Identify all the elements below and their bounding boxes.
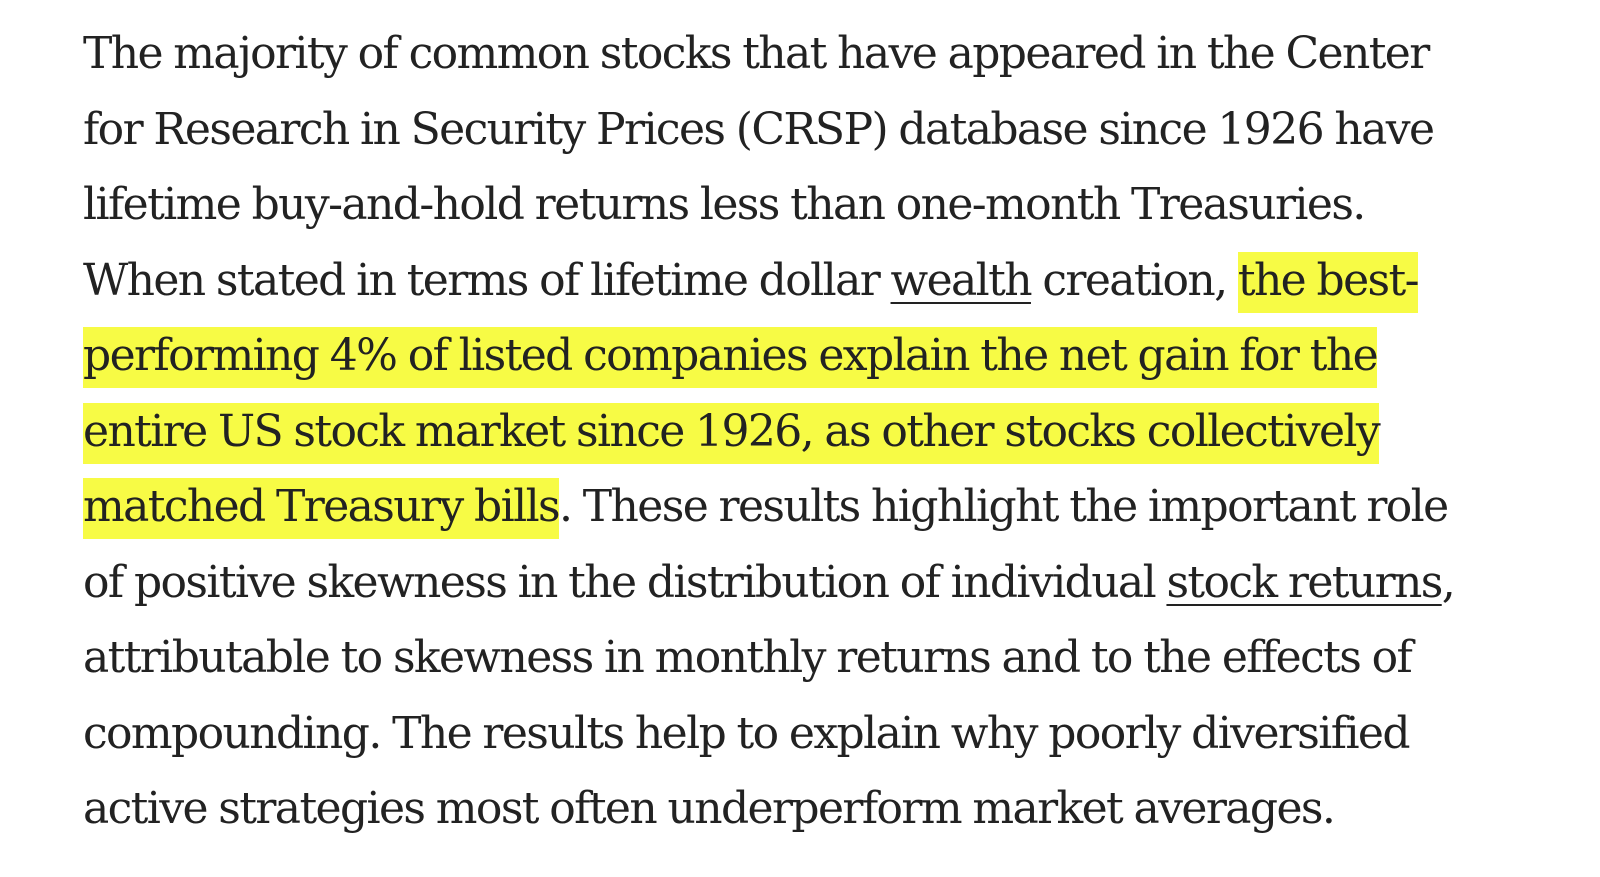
text-segment: creation, <box>1030 254 1238 306</box>
text-line: of positive skewness in the distribution… <box>83 545 1523 621</box>
abstract-paragraph: The majority of common stocks that have … <box>83 16 1523 847</box>
highlighted-text: the best- <box>1237 251 1419 313</box>
highlighted-text: entire US stock market since 1926, as ot… <box>83 402 1381 464</box>
text-line: lifetime buy-and-hold returns less than … <box>83 179 1366 230</box>
text-line: performing 4% of listed companies explai… <box>83 318 1523 394</box>
text-segment: of positive skewness in the distribution… <box>83 556 1167 608</box>
text-line: compounding. The results help to explain… <box>83 707 1411 759</box>
stock-returns-link[interactable]: stock returns <box>1166 556 1443 608</box>
text-line: entire US stock market since 1926, as ot… <box>83 394 1523 470</box>
text-segment: When stated in terms of lifetime dollar <box>83 254 891 306</box>
text-line: The majority of common stocks that have … <box>83 28 1430 79</box>
text-line: matched Treasury bills. These results hi… <box>83 469 1523 545</box>
highlighted-text: performing 4% of listed companies explai… <box>83 327 1379 388</box>
text-line: active strategies most often underperfor… <box>83 783 1336 834</box>
text-line: for Research in Security Prices (CRSP) d… <box>83 103 1435 155</box>
text-segment: . These results highlight the important … <box>559 481 1449 532</box>
text-segment: , <box>1441 556 1456 608</box>
highlighted-text: matched Treasury bills <box>83 478 561 539</box>
wealth-link[interactable]: wealth <box>890 254 1033 306</box>
text-line: When stated in terms of lifetime dollar … <box>83 243 1523 319</box>
text-line: attributable to skewness in monthly retu… <box>83 632 1413 683</box>
